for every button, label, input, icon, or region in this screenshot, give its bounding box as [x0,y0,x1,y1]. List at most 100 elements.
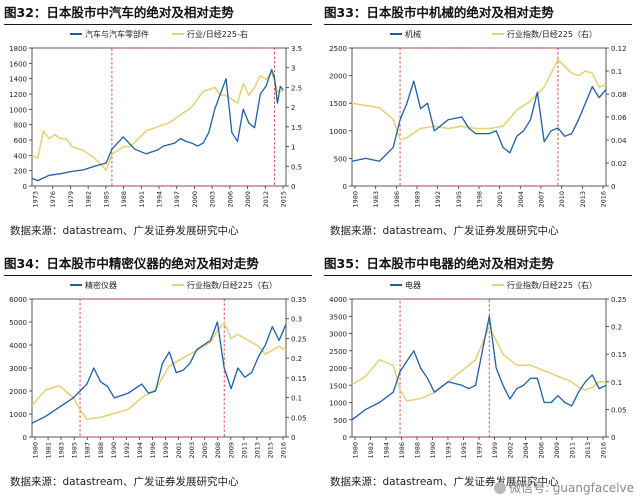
legend-label-absolute: 机械 [405,29,421,39]
x-tick-label: 1976 [49,191,57,208]
y-left-tick-label: 1400 [9,76,27,84]
y-right-tick-label: 0.2 [291,355,302,363]
y-left-tick-label: 4000 [329,296,347,304]
chart-panel-32: 图32：日本股市中汽车的绝对及相对走势 0 200 400 600 800 1000 120… [0,0,318,251]
y-right-tick-label: 0.35 [291,296,307,304]
y-right-tick-label: 0.1 [611,379,622,387]
y-left-tick-label: 500 [334,417,347,425]
x-tick-label: 2013 [584,442,592,459]
plot-frame [31,47,287,187]
x-tick-label: 2013 [579,191,587,208]
x-tick-label: 1980 [352,191,360,208]
x-tick-label: 1984 [383,442,391,459]
highlight-rect [399,298,490,438]
chart-panel-35: 图35：日本股市中电器的绝对及相对走势 0 500 1000 1500 2000 2500… [320,251,638,502]
y-right-tick-label: 0.15 [291,375,307,383]
y-left-tick-label: 0 [343,183,347,191]
x-tick-label: 2011 [240,442,248,459]
source-note: 数据来源：datastream、广发证券发展研究中心 [330,225,559,237]
y-right-tick-label: 0.04 [611,137,627,145]
y-right-tick-label: 1.5 [291,124,302,132]
x-tick-label: 1999 [491,442,499,459]
x-tick-label: 2016 [280,442,288,459]
x-tick-label: 2016 [600,442,608,459]
x-tick-label: 2015 [266,442,274,459]
x-tick-label: 1991 [138,191,146,208]
x-tick-label: 1995 [460,442,468,459]
chart-panel-33: 图33：日本股市中机械的绝对及相对走势 0 500 1000 1500 2000 2500… [320,0,638,251]
x-tick-label: 1987 [84,442,92,459]
legend-label-relative: 行业指数/日经225（右） [507,29,597,39]
y-left-tick-label: 800 [14,122,27,130]
legend-label-absolute: 电器 [405,280,421,290]
series-line-relative [351,58,607,141]
x-tick-label: 2012 [262,191,270,208]
y-left-tick-label: 3000 [329,331,347,339]
legend-label-relative: 行业/日经225-右 [187,29,248,39]
x-tick-label: 2016 [600,191,608,208]
chart-svg: 0 500 1000 1500 2000 2500 3000 3500 4000 0 0.05 0.1… [329,280,627,459]
x-tick-label: 2003 [188,442,196,459]
y-left-tick-label: 1000 [329,400,347,408]
x-tick-label: 1999 [162,442,170,459]
x-tick-label: 1988 [414,442,422,459]
chart-svg: 0 1000 2000 3000 4000 5000 6000 0 0.05 0.1 0.15 0.2… [9,280,307,459]
y-left-tick-label: 2000 [329,365,347,373]
x-tick-label: 1992 [434,191,442,208]
series-line-absolute [351,315,607,421]
x-tick-label: 1982 [367,442,375,459]
x-tick-label: 1985 [71,442,79,459]
y-right-tick-label: 3.5 [291,45,302,53]
legend-label-relative: 行业指数/日经225（右） [507,280,597,290]
y-left-tick-label: 1000 [329,128,347,136]
chart-svg: 0 500 1000 1500 2000 2500 0 0.02 0.04 0.06 0.08 0.1… [329,29,627,208]
watermark-text: 微信号: guangfacelve [508,481,634,495]
y-left-tick-label: 5000 [9,319,27,327]
source-note: 数据来源：datastream、广发证券发展研究中心 [10,476,239,488]
y-right-tick-label: 0.08 [611,91,627,99]
x-tick-label: 2011 [569,442,577,459]
y-left-tick-label: 1500 [329,100,347,108]
chart-svg: 0 200 400 600 800 1000 1200 1400 1600 1800 0 0.5 1 1.… [9,29,302,208]
y-left-tick-label: 1500 [329,382,347,390]
highlight-rect [399,47,559,187]
x-tick-label: 2001 [496,191,504,208]
x-tick-label: 1980 [32,442,40,459]
y-left-tick-label: 400 [14,152,27,160]
x-tick-label: 2006 [538,442,546,459]
y-left-tick-label: 2500 [329,348,347,356]
x-tick-label: 2005 [201,442,209,459]
x-tick-label: 1980 [352,442,360,459]
highlight-rect [111,47,276,187]
y-right-tick-label: 0.25 [611,296,627,304]
x-tick-label: 1990 [429,442,437,459]
series-line-relative [31,70,284,171]
x-tick-label: 1995 [455,191,463,208]
x-tick-label: 1997 [173,191,181,208]
x-tick-label: 1973 [32,191,40,208]
y-right-tick-label: 0.25 [291,335,307,343]
series-line-relative [351,325,606,402]
legend-label-absolute: 精密仪器 [85,280,117,290]
x-tick-label: 1989 [414,191,422,208]
y-left-tick-label: 2500 [329,45,347,53]
y-right-tick-label: 0.1 [291,395,302,403]
y-right-tick-label: 0.02 [611,160,627,168]
x-tick-label: 2009 [227,442,235,459]
x-tick-label: 1996 [149,442,157,459]
y-right-tick-label: 0 [291,434,295,442]
y-right-tick-label: 0 [611,434,615,442]
y-right-tick-label: 0 [611,183,615,191]
x-tick-label: 2007 [538,191,546,208]
y-left-tick-label: 3500 [329,313,347,321]
x-tick-label: 1993 [445,442,453,459]
x-tick-label: 2015 [280,191,288,208]
series-line-absolute [31,321,287,424]
y-left-tick-label: 1000 [9,411,27,419]
x-tick-label: 2010 [558,191,566,208]
y-right-tick-label: 0.2 [611,324,622,332]
legend-label-absolute: 汽车与汽车零部件 [85,29,149,39]
watermark: 微信号: guangfacelve [493,479,634,496]
y-left-tick-label: 2000 [329,73,347,81]
y-right-tick-label: 2.5 [291,84,302,92]
